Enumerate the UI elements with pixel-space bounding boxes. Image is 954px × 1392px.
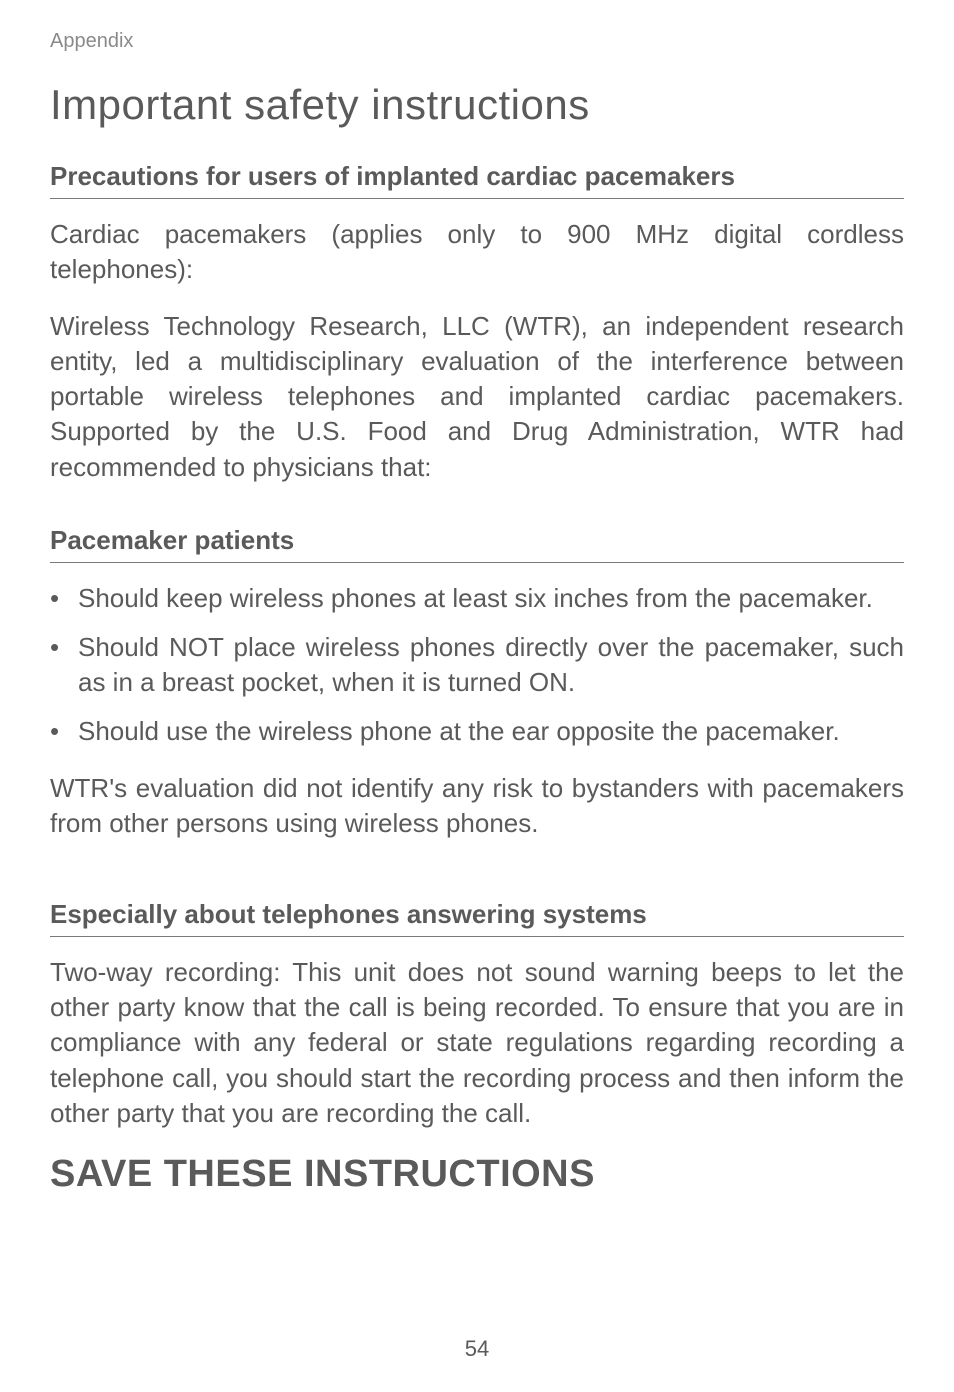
list-item: Should NOT place wireless phones directl…: [50, 630, 904, 700]
subheading-answering-systems: Especially about telephones answering sy…: [50, 899, 904, 937]
list-item: Should keep wireless phones at least six…: [50, 581, 904, 616]
final-heading: SAVE THESE INSTRUCTIONS: [50, 1153, 904, 1196]
bullet-list: Should keep wireless phones at least six…: [50, 581, 904, 749]
paragraph: Wireless Technology Research, LLC (WTR),…: [50, 309, 904, 484]
list-item: Should use the wireless phone at the ear…: [50, 714, 904, 749]
subheading-pacemaker-patients: Pacemaker patients: [50, 525, 904, 563]
paragraph: WTR's evaluation did not identify any ri…: [50, 771, 904, 841]
paragraph: Cardiac pacemakers (applies only to 900 …: [50, 217, 904, 287]
section-label: Appendix: [50, 30, 904, 53]
page-number: 54: [0, 1336, 954, 1362]
page-title: Important safety instructions: [50, 81, 904, 129]
paragraph: Two-way recording: This unit does not so…: [50, 955, 904, 1130]
subheading-precautions: Precautions for users of implanted cardi…: [50, 161, 904, 199]
